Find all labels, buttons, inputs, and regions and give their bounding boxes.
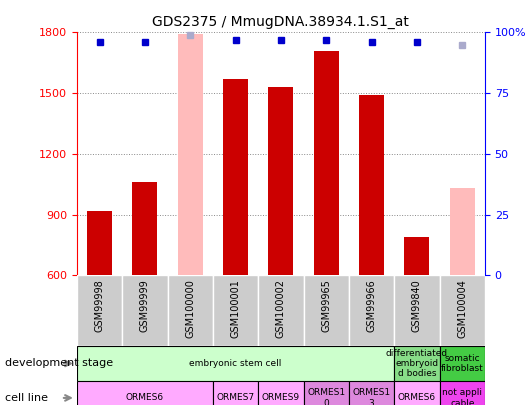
Text: embryonic stem cell: embryonic stem cell [189,359,282,368]
Bar [304,381,349,405]
Bar [359,95,384,275]
Text: somatic
fibroblast: somatic fibroblast [441,354,484,373]
Text: GSM99966: GSM99966 [367,279,377,332]
Text: ORMES9: ORMES9 [262,393,300,403]
Bar [439,346,485,381]
FancyBboxPatch shape [349,275,394,346]
Bar [268,87,294,275]
Bar [213,381,258,405]
Bar [394,381,439,405]
Bar [314,51,339,275]
Text: ORMES6: ORMES6 [398,393,436,403]
Bar [77,346,394,381]
Text: GSM100004: GSM100004 [457,279,467,338]
FancyBboxPatch shape [122,275,167,346]
FancyBboxPatch shape [258,275,304,346]
Bar [132,182,157,275]
Bar [258,381,304,405]
Bar [178,34,202,275]
Bar [223,79,248,275]
Text: ORMES1
0: ORMES1 0 [307,388,346,405]
FancyBboxPatch shape [167,275,213,346]
Text: GSM100001: GSM100001 [231,279,241,338]
Text: ORMES6: ORMES6 [126,393,164,403]
Text: differentiated
embryoid
d bodies: differentiated embryoid d bodies [386,349,448,378]
FancyBboxPatch shape [304,275,349,346]
Title: GDS2375 / MmugDNA.38934.1.S1_at: GDS2375 / MmugDNA.38934.1.S1_at [153,15,409,29]
Bar [87,211,112,275]
FancyBboxPatch shape [439,275,485,346]
Text: development stage: development stage [5,358,113,369]
Bar [404,237,429,275]
Text: ORMES1
3: ORMES1 3 [352,388,391,405]
Bar [77,381,213,405]
Bar [450,188,475,275]
Text: GSM100002: GSM100002 [276,279,286,338]
Text: GSM99998: GSM99998 [94,279,104,332]
Bar [349,381,394,405]
Text: GSM99965: GSM99965 [321,279,331,332]
Text: GSM99840: GSM99840 [412,279,422,332]
Text: ORMES7: ORMES7 [216,393,254,403]
Text: GSM100000: GSM100000 [185,279,195,338]
Bar [394,346,439,381]
Text: cell line: cell line [5,393,48,403]
Text: GSM99999: GSM99999 [140,279,150,332]
FancyBboxPatch shape [213,275,258,346]
FancyBboxPatch shape [394,275,439,346]
FancyBboxPatch shape [77,275,122,346]
Text: not appli
cable: not appli cable [442,388,482,405]
Bar [439,381,485,405]
